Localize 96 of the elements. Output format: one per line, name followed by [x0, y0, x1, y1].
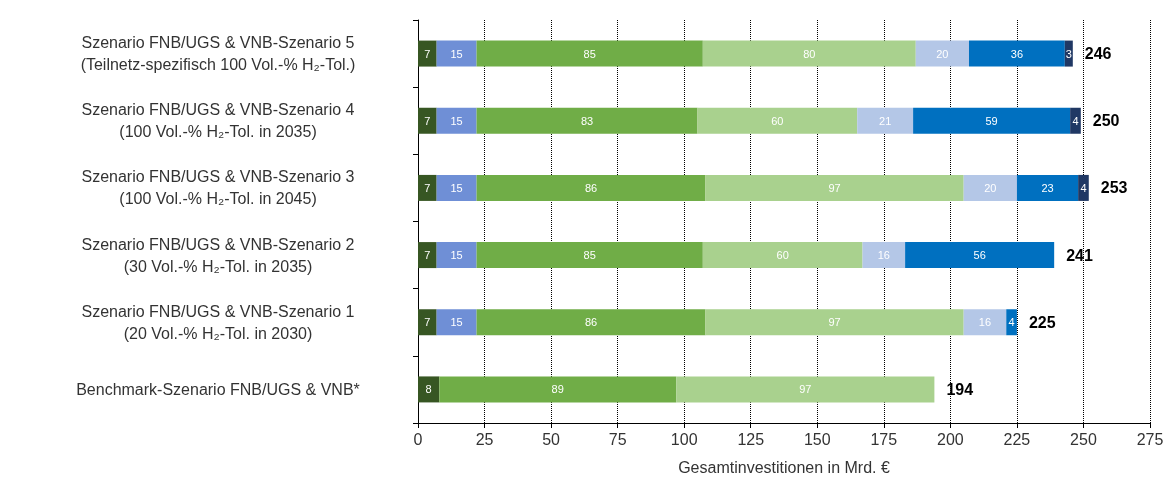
- data-label: 89: [551, 383, 564, 396]
- data-label: 60: [771, 114, 784, 127]
- bar: [963, 174, 1017, 201]
- x-tick-label: 175: [870, 430, 898, 448]
- x-tick-label: 100: [670, 430, 698, 448]
- x-tick-label: 275: [1136, 430, 1164, 448]
- total-label: 246: [1084, 45, 1112, 63]
- x-tick-label: 125: [737, 430, 765, 448]
- bar: [862, 242, 906, 269]
- total-label: 225: [1028, 313, 1056, 331]
- bar: [1078, 174, 1089, 201]
- bar: [705, 309, 964, 336]
- bar: [436, 242, 477, 269]
- data-label: 23: [1041, 181, 1054, 194]
- data-label: 8: [425, 383, 432, 396]
- data-label: 4: [1072, 114, 1079, 127]
- y-tick-label: Szenario FNB/UGS & VNB-Szenario 1 (20 Vol.-% H₂-Tol. in 2030): [81, 302, 355, 342]
- bar: [702, 40, 916, 67]
- x-tick-label: 0: [413, 430, 423, 448]
- data-label: 56: [973, 249, 986, 262]
- data-label: 16: [978, 316, 992, 329]
- data-label: 16: [877, 249, 890, 262]
- bar: [705, 174, 964, 201]
- data-label: 7: [424, 114, 431, 127]
- bar: [418, 309, 437, 336]
- bar: [418, 242, 437, 269]
- y-tick-label: Szenario FNB/UGS & VNB-Szenario 4 (100 Vol.-% H₂-Tol. in 2035): [81, 101, 355, 141]
- bar: [702, 242, 863, 269]
- bar: [418, 107, 437, 134]
- data-label: 86: [584, 316, 598, 329]
- bar: [1070, 107, 1081, 134]
- bar: [913, 107, 1071, 134]
- bar: [905, 242, 1055, 269]
- data-label: 97: [799, 383, 812, 396]
- bar: [676, 376, 935, 403]
- data-label: 83: [580, 114, 594, 127]
- bar: [1016, 174, 1079, 201]
- total-label: 253: [1100, 179, 1128, 197]
- bar: [476, 174, 706, 201]
- total-label: 250: [1092, 112, 1120, 130]
- bar: [418, 174, 437, 201]
- data-label: 15: [450, 114, 463, 127]
- data-label: 15: [450, 47, 463, 60]
- bar: [857, 107, 914, 134]
- data-label: 20: [936, 47, 949, 60]
- data-label: 21: [879, 114, 892, 127]
- data-label: 86: [584, 181, 598, 194]
- bar: [476, 40, 703, 67]
- data-label: 4: [1080, 181, 1087, 194]
- x-tick-label: 25: [475, 430, 494, 448]
- x-tick-label: 75: [608, 430, 627, 448]
- data-label: 80: [803, 47, 816, 60]
- bar: [915, 40, 969, 67]
- data-label: 20: [984, 181, 997, 194]
- data-label: 85: [583, 47, 596, 60]
- data-label: 60: [776, 249, 789, 262]
- data-label: 97: [828, 316, 841, 329]
- x-tick-label: 250: [1070, 430, 1097, 448]
- bar: [476, 309, 706, 336]
- total-label: 241: [1066, 246, 1093, 264]
- x-tick-label: 225: [1003, 430, 1031, 448]
- data-label: 36: [1010, 47, 1024, 60]
- bar: [436, 40, 477, 67]
- data-label: 7: [424, 316, 431, 329]
- bar: [436, 174, 477, 201]
- data-label: 85: [583, 249, 596, 262]
- bar: [418, 376, 440, 403]
- y-tick-label: Szenario FNB/UGS & VNB-Szenario 2 (30 Vol.-% H₂-Tol. in 2035): [81, 235, 355, 275]
- x-tick-label: 150: [803, 430, 831, 448]
- bar: [418, 40, 437, 67]
- data-label: 15: [450, 181, 463, 194]
- bar: [963, 309, 1007, 336]
- data-label: 3: [1065, 47, 1072, 60]
- bar: [476, 107, 698, 134]
- x-tick-label: 50: [542, 430, 561, 448]
- data-label: 59: [985, 114, 998, 127]
- y-tick-label: Szenario FNB/UGS & VNB-Szenario 3 (100 Vol.-% H₂-Tol. in 2045): [81, 168, 355, 208]
- data-label: 7: [424, 181, 431, 194]
- data-label: 15: [450, 316, 463, 329]
- data-label: 7: [424, 47, 431, 60]
- bar: [439, 376, 677, 403]
- bar: [1006, 309, 1017, 336]
- data-label: 4: [1008, 316, 1015, 329]
- y-tick-label: Szenario FNB/UGS & VNB-Szenario 5 (Teilnetz-spezifisch 100 Vol.-% H₂-Tol.): [80, 34, 356, 74]
- x-tick-label: 200: [937, 430, 964, 448]
- y-tick-label: Benchmark-Szenario FNB/UGS & VNB*: [76, 380, 360, 398]
- x-axis-title: Gesamtinvestitionen in Mrd. €: [678, 458, 890, 476]
- bar: [969, 40, 1065, 67]
- data-label: 7: [424, 249, 431, 262]
- data-label: 97: [828, 181, 841, 194]
- total-label: 194: [946, 380, 974, 398]
- bar: [436, 107, 477, 134]
- data-label: 15: [450, 249, 463, 262]
- bar: [476, 242, 703, 269]
- bar: [436, 309, 477, 336]
- bar: [697, 107, 858, 134]
